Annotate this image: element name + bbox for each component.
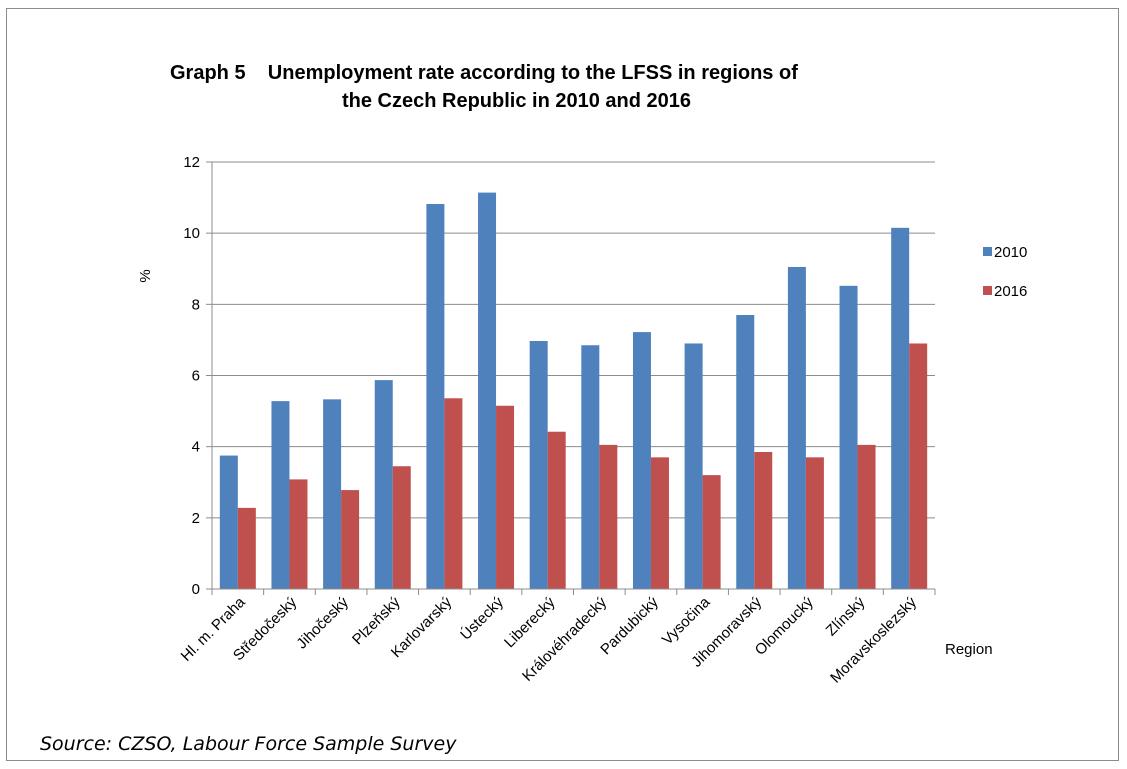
bar-2016 — [289, 479, 308, 589]
bar-2010 — [787, 266, 806, 589]
y-tick-label: 12 — [183, 154, 200, 171]
bar-2010 — [839, 285, 858, 589]
y-axis-label: % — [137, 269, 154, 282]
source-note: Source: CZSO, Labour Force Sample Survey — [40, 733, 457, 755]
bar-2016 — [496, 405, 515, 589]
y-tick-label: 0 — [192, 581, 200, 598]
bar-2016 — [805, 457, 824, 589]
bar-2016 — [547, 431, 566, 589]
legend-swatch-2010 — [983, 247, 992, 256]
y-tick-label: 10 — [183, 225, 200, 242]
bar-2016 — [702, 475, 721, 589]
bar-2010 — [219, 455, 238, 589]
gridlines — [212, 161, 935, 519]
bar-2010 — [478, 192, 497, 589]
legend-label: 2010 — [994, 244, 1027, 261]
bar-2016 — [909, 343, 928, 589]
legend: 2010 2016 — [983, 244, 1027, 300]
x-tick-label: Moravskoslezský — [827, 593, 920, 686]
bar-2010 — [323, 399, 342, 589]
bar-2010 — [891, 227, 910, 589]
bar-2010 — [684, 343, 703, 589]
legend-swatch-2016 — [983, 286, 992, 295]
bar-2016 — [237, 507, 256, 589]
x-tick-label: Jihočeský — [293, 593, 352, 652]
y-tick-label: 2 — [192, 510, 200, 527]
x-tick-label: Ústecký — [457, 593, 507, 643]
chart-title-line-2: the Czech Republic in 2010 and 2016 — [342, 90, 692, 112]
bar-2010 — [374, 380, 393, 589]
bar-2010 — [271, 401, 290, 589]
chart-frame — [6, 8, 1119, 761]
x-axis-label: Region — [945, 641, 993, 658]
legend-label: 2016 — [994, 283, 1027, 300]
chart-title-line-1: Graph 5 Unemployment rate according to t… — [170, 62, 798, 84]
bar-2010 — [529, 340, 548, 589]
bar-2010 — [581, 345, 600, 589]
bar-2016 — [650, 457, 669, 589]
bar-2016 — [599, 444, 618, 589]
bar-2010 — [426, 203, 445, 589]
y-tick-label: 4 — [192, 439, 200, 456]
x-tick-label: Zlínský — [823, 593, 869, 639]
bar-2016 — [392, 466, 411, 589]
bar-2010 — [632, 332, 651, 589]
bars — [219, 192, 928, 589]
bar-2010 — [736, 315, 755, 589]
bar-2016 — [444, 398, 463, 589]
y-tick-label: 8 — [192, 296, 200, 313]
bar-2016 — [857, 444, 876, 589]
bar-2016 — [754, 452, 773, 589]
bar-2016 — [341, 490, 360, 589]
y-tick-label: 6 — [192, 368, 200, 385]
